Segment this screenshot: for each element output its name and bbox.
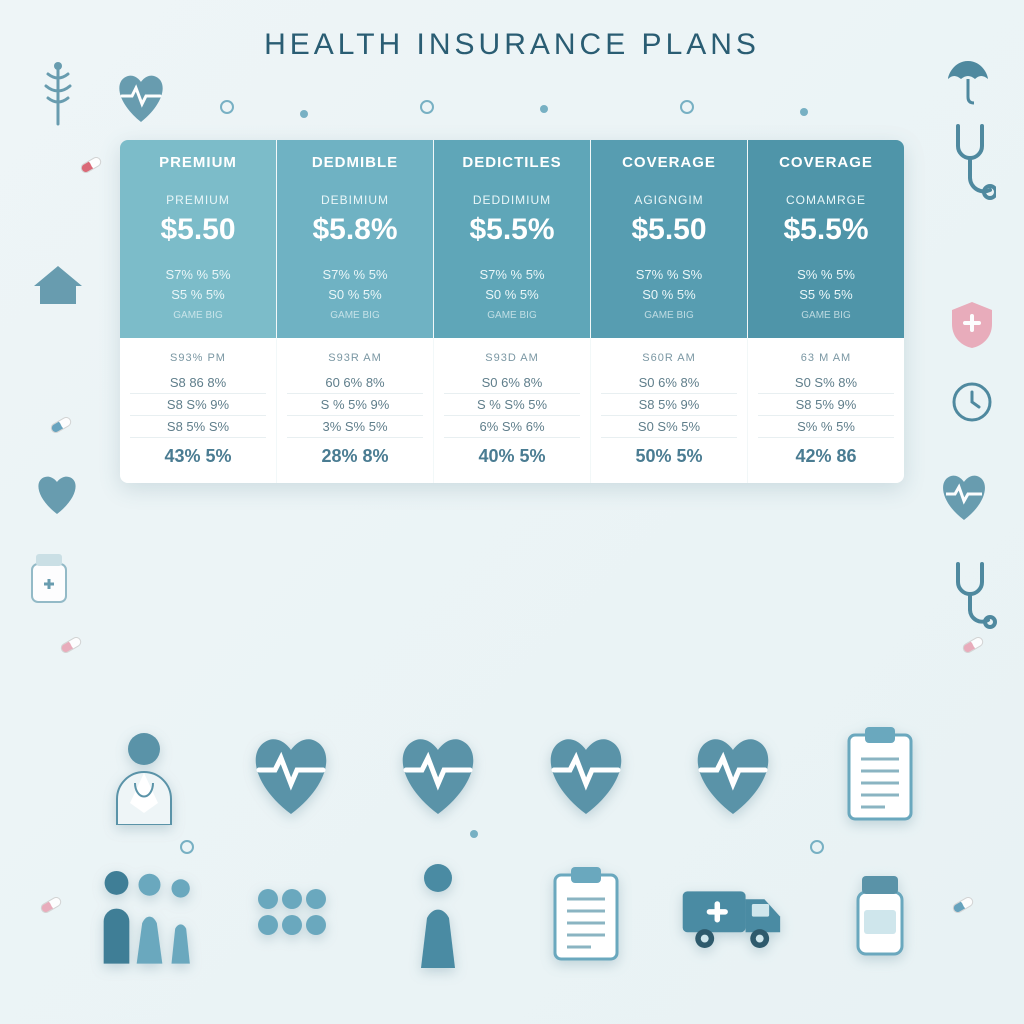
column-price: $5.50 (591, 209, 747, 257)
lower-label: S93D AM (444, 352, 580, 364)
column-price: $5.8% (277, 209, 433, 257)
ring-icon (810, 840, 824, 854)
column-lower: S93R AM 60 6% 8%S % 5% 9%3% S% 5%28% 8% (277, 338, 433, 483)
column-lower: 63 M AM S0 S% 8%S8 5% 9%S% % 5%42% 86 (748, 338, 904, 483)
page-title: HEALTH INSURANCE PLANS (0, 0, 1024, 62)
ambulance-icon (678, 860, 788, 970)
data-row: S8 5% 9% (601, 394, 737, 416)
column-sublabel: DEDDIMIUM (434, 185, 590, 209)
data-row: S8 86 8% (130, 372, 266, 394)
dot-icon (800, 108, 808, 116)
jar-icon (26, 550, 72, 606)
data-row: 60 6% 8% (287, 372, 423, 394)
column-big-value: 43% 5% (130, 438, 266, 467)
data-row: S% % 5% (758, 416, 894, 438)
plan-column: DEDICTILESDEDDIMIUM$5.5%S7% % 5%S0 % 5%G… (434, 140, 591, 483)
column-header: COVERAGE (591, 140, 747, 185)
stethoscope-icon (946, 120, 996, 200)
caduceus-icon (30, 60, 86, 132)
column-percents: S7% % 5%S0 % 5%GAME BIG (434, 257, 590, 338)
shield-plus-icon (950, 300, 994, 350)
column-percents: S7% % 5%S5 % 5%GAME BIG (120, 257, 276, 338)
column-sublabel: COMAMRGE (748, 185, 904, 209)
lower-label: S60R AM (601, 352, 737, 364)
pills-icon (236, 860, 346, 970)
dot-icon (470, 830, 478, 838)
pill-icon (49, 415, 73, 435)
column-header: DEDICTILES (434, 140, 590, 185)
column-lower: S93D AM S0 6% 8%S % S% 5%6% S% 6%40% 5% (434, 338, 590, 483)
pill-icon (79, 155, 103, 175)
column-sublabel: DEBIMIUM (277, 185, 433, 209)
column-big-value: 42% 86 (758, 438, 894, 467)
data-row: S % 5% 9% (287, 394, 423, 416)
data-row: S0 S% 5% (601, 416, 737, 438)
lower-label: S93R AM (287, 352, 423, 364)
column-price: $5.50 (120, 209, 276, 257)
pill-bottle-icon (825, 860, 935, 970)
column-sublabel: AGIGNGIM (591, 185, 747, 209)
column-header: COVERAGE (748, 140, 904, 185)
lower-label: S93% PM (130, 352, 266, 364)
heart-pulse-icon (531, 720, 641, 830)
data-row: S8 5% 9% (758, 394, 894, 416)
doctor-icon (89, 720, 199, 830)
heart-pulse-icon (678, 720, 788, 830)
data-row: 6% S% 6% (444, 416, 580, 438)
column-sublabel: PREMIUM (120, 185, 276, 209)
pill-icon (39, 895, 63, 915)
plan-column: COVERAGECOMAMRGE$5.5%S% % 5%S5 % 5%GAME … (748, 140, 904, 483)
plans-table: PREMIUMPREMIUM$5.50S7% % 5%S5 % 5%GAME B… (120, 140, 904, 483)
icon-row-2 (70, 860, 954, 970)
house-icon (30, 260, 86, 310)
plan-column: PREMIUMPREMIUM$5.50S7% % 5%S5 % 5%GAME B… (120, 140, 277, 483)
heart-icon (30, 470, 84, 518)
ring-icon (180, 840, 194, 854)
data-row: 3% S% 5% (287, 416, 423, 438)
column-price: $5.5% (748, 209, 904, 257)
data-row: S0 6% 8% (444, 372, 580, 394)
column-lower: S60R AM S0 6% 8%S8 5% 9%S0 S% 5%50% 5% (591, 338, 747, 483)
column-header: DEDMIBLE (277, 140, 433, 185)
column-header: PREMIUM (120, 140, 276, 185)
heart-pulse-icon (383, 720, 493, 830)
column-big-value: 40% 5% (444, 438, 580, 467)
clipboard-icon (531, 860, 641, 970)
dot-icon (540, 105, 548, 113)
dot-icon (300, 110, 308, 118)
column-big-value: 28% 8% (287, 438, 423, 467)
clock-icon (950, 380, 994, 424)
stethoscope-icon (948, 560, 998, 630)
data-row: S8 5% S% (130, 416, 266, 438)
data-row: S0 S% 8% (758, 372, 894, 394)
icon-row-1 (70, 720, 954, 830)
data-row: S0 6% 8% (601, 372, 737, 394)
umbrella-icon (942, 55, 994, 107)
heart-pulse-icon (934, 470, 994, 524)
heart-pulse-icon (236, 720, 346, 830)
lower-label: 63 M AM (758, 352, 894, 364)
plan-column: COVERAGEAGIGNGIM$5.50S7% % S%S0 % 5%GAME… (591, 140, 748, 483)
column-percents: S7% % S%S0 % 5%GAME BIG (591, 257, 747, 338)
column-percents: S7% % 5%S0 % 5%GAME BIG (277, 257, 433, 338)
clipboard-icon (825, 720, 935, 830)
column-percents: S% % 5%S5 % 5%GAME BIG (748, 257, 904, 338)
family-icon (89, 860, 199, 970)
ring-icon (220, 100, 234, 114)
pill-icon (951, 895, 975, 915)
ring-icon (680, 100, 694, 114)
person-icon (383, 860, 493, 970)
pill-icon (59, 635, 83, 655)
data-row: S % S% 5% (444, 394, 580, 416)
plan-column: DEDMIBLEDEBIMIUM$5.8%S7% % 5%S0 % 5%GAME… (277, 140, 434, 483)
column-big-value: 50% 5% (601, 438, 737, 467)
column-lower: S93% PM S8 86 8%S8 S% 9%S8 5% S%43% 5% (120, 338, 276, 483)
pill-icon (961, 635, 985, 655)
ring-icon (420, 100, 434, 114)
heart-pulse-icon (110, 70, 172, 126)
data-row: S8 S% 9% (130, 394, 266, 416)
column-price: $5.5% (434, 209, 590, 257)
